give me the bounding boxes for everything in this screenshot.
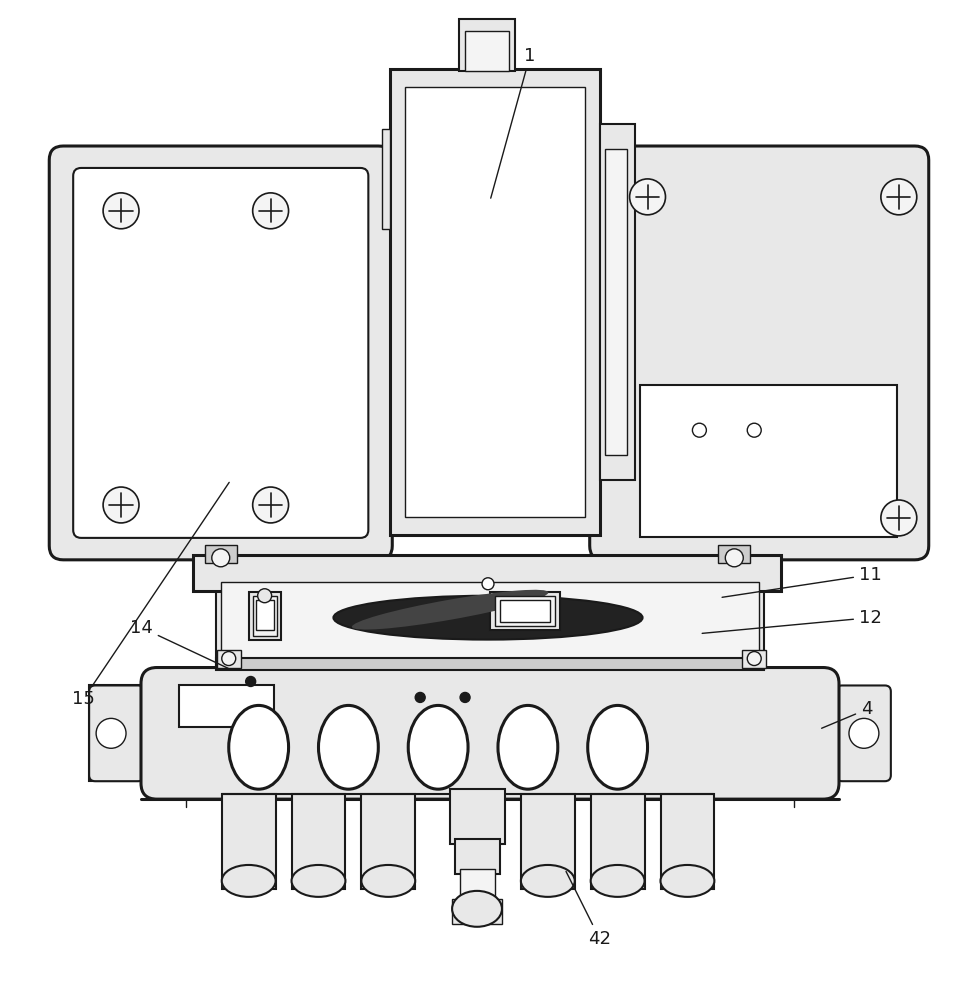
Bar (89, 685, 144, 781)
Bar (215, 658, 764, 670)
Bar (221, 794, 276, 889)
Circle shape (415, 692, 425, 702)
Ellipse shape (660, 865, 715, 897)
Circle shape (253, 487, 289, 523)
Bar (459, 19, 515, 71)
Circle shape (482, 578, 494, 590)
Circle shape (212, 549, 230, 567)
FancyBboxPatch shape (141, 668, 839, 799)
Bar (178, 685, 274, 727)
Text: 42: 42 (566, 871, 611, 948)
Ellipse shape (319, 705, 378, 789)
Bar (382, 129, 390, 229)
Circle shape (103, 487, 139, 523)
Ellipse shape (452, 891, 502, 927)
Bar (205, 545, 237, 563)
Circle shape (747, 423, 761, 437)
Circle shape (246, 676, 255, 686)
Bar (495, 596, 555, 626)
Bar (719, 545, 750, 563)
Circle shape (849, 718, 878, 748)
Text: 1: 1 (490, 47, 535, 198)
Bar (215, 578, 764, 668)
Circle shape (630, 179, 666, 215)
Text: 15: 15 (72, 482, 229, 708)
Ellipse shape (409, 705, 468, 789)
Ellipse shape (352, 590, 548, 630)
Circle shape (103, 193, 139, 229)
FancyBboxPatch shape (590, 146, 929, 560)
Bar (591, 794, 644, 889)
Text: 12: 12 (702, 609, 881, 633)
Bar (742, 650, 766, 668)
Bar (452, 899, 502, 924)
FancyBboxPatch shape (73, 168, 369, 538)
Bar (465, 31, 509, 71)
Bar (450, 789, 505, 844)
Circle shape (880, 500, 916, 536)
Ellipse shape (292, 865, 345, 897)
Ellipse shape (333, 596, 643, 640)
Text: 14: 14 (130, 619, 228, 668)
Bar (604, 149, 627, 455)
Bar (406, 87, 585, 517)
Bar (216, 650, 241, 668)
Ellipse shape (591, 865, 644, 897)
Bar (249, 592, 281, 640)
Bar (460, 869, 495, 909)
Circle shape (460, 692, 470, 702)
Bar (660, 794, 715, 889)
Bar (600, 124, 635, 480)
Bar (490, 592, 560, 630)
FancyBboxPatch shape (89, 685, 144, 781)
Bar (292, 794, 345, 889)
Bar (220, 582, 760, 664)
Circle shape (253, 193, 289, 229)
Bar (193, 555, 781, 591)
FancyBboxPatch shape (836, 685, 891, 781)
Bar (500, 600, 550, 622)
Ellipse shape (498, 705, 558, 789)
Circle shape (257, 589, 272, 603)
Ellipse shape (221, 865, 276, 897)
Bar (362, 794, 415, 889)
Circle shape (747, 652, 761, 666)
FancyBboxPatch shape (50, 146, 392, 560)
Bar (253, 596, 277, 636)
Text: 4: 4 (822, 700, 873, 728)
Circle shape (880, 179, 916, 215)
Bar (255, 600, 274, 630)
Bar (455, 839, 500, 874)
Circle shape (692, 423, 706, 437)
Circle shape (221, 652, 236, 666)
Circle shape (725, 549, 743, 567)
Ellipse shape (588, 705, 647, 789)
Text: 11: 11 (722, 566, 881, 597)
Ellipse shape (521, 865, 574, 897)
Ellipse shape (229, 705, 289, 789)
Bar (640, 385, 897, 537)
Bar (521, 794, 574, 889)
Circle shape (97, 718, 126, 748)
Bar (390, 69, 600, 535)
Ellipse shape (362, 865, 415, 897)
